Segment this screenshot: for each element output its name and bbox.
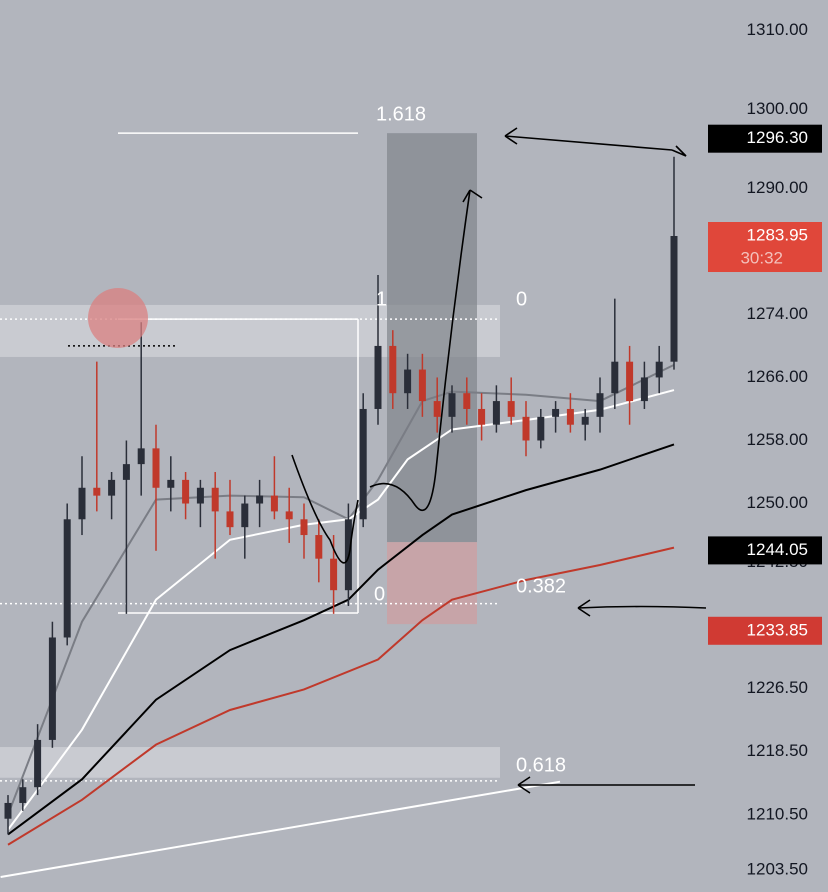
price-tag: [708, 616, 822, 645]
y-tick-label: 1226.50: [747, 678, 808, 697]
position-target: [387, 133, 477, 543]
candle-body: [300, 519, 308, 536]
candle-body: [182, 479, 190, 504]
candle-body: [93, 487, 101, 496]
price-axis: 1310.00 1300.00 1290.00 1274.00 1266.00 1258.…: [708, 20, 822, 878]
price-tag-label: 1244.05: [747, 540, 808, 559]
fib-label: 1: [376, 288, 387, 310]
candle-body: [167, 479, 175, 488]
price-tag-label: 1296.30: [747, 128, 808, 147]
candle-body: [241, 503, 249, 528]
candle-body: [478, 408, 486, 425]
plot: [4, 156, 678, 835]
y-tick-label: 1310.00: [747, 20, 808, 39]
candle-body: [670, 236, 678, 362]
candle-body: [448, 393, 456, 417]
candle-body: [507, 401, 515, 417]
y-tick-label: 1266.00: [747, 367, 808, 386]
candle-body: [596, 393, 604, 417]
candle-body: [492, 401, 500, 425]
candle-body: [626, 361, 634, 402]
candle-body: [552, 408, 560, 417]
arrow: [517, 776, 695, 794]
price-tag: [708, 536, 822, 565]
candle-body: [330, 558, 338, 591]
price-tag-label: 1283.95: [747, 225, 808, 244]
fib-label: 0.382: [516, 575, 566, 597]
price-tag: [708, 222, 822, 273]
candle-body: [404, 369, 412, 394]
moving-average: [7, 546, 675, 846]
candle-body: [34, 739, 42, 788]
trendline: [0, 780, 561, 879]
candle-body: [48, 637, 56, 740]
candle-body: [537, 416, 545, 441]
candle-body: [19, 787, 27, 803]
candle-body: [270, 495, 278, 512]
candle-body: [315, 535, 323, 559]
candle-body: [581, 416, 589, 425]
candle-body: [211, 487, 219, 512]
y-tick-label: 1218.50: [747, 741, 808, 760]
candle-body: [4, 802, 12, 819]
position-stop: [387, 542, 477, 625]
price-tag: [708, 124, 822, 153]
highlight-circle: [88, 288, 148, 348]
candle-body: [226, 511, 234, 528]
y-tick-label: 1300.00: [747, 99, 808, 118]
candle-body: [137, 448, 145, 465]
y-tick-label: 1274.00: [747, 304, 808, 323]
candle-body: [152, 448, 160, 488]
candle-body: [108, 479, 116, 496]
candle-body: [374, 345, 382, 409]
candle-body: [359, 408, 367, 520]
candle-body: [522, 416, 530, 441]
candle-body: [256, 495, 264, 504]
candle-body: [566, 408, 574, 425]
arrow: [577, 599, 707, 617]
arrow-tail: [671, 145, 687, 157]
zone: [0, 747, 500, 778]
countdown: 30:32: [740, 248, 783, 267]
hand-arrows: [291, 127, 707, 794]
fib-label: 0.618: [516, 754, 566, 776]
candle-body: [78, 487, 86, 520]
arrow: [369, 189, 483, 511]
arrow: [504, 127, 673, 151]
y-tick-label: 1258.00: [747, 430, 808, 449]
candle-body: [640, 377, 648, 402]
y-tick-label: 1250.00: [747, 493, 808, 512]
candle-body: [433, 401, 441, 417]
candle-body: [63, 519, 71, 638]
sketch-line: [291, 454, 359, 564]
candle-body: [389, 345, 397, 394]
fib-label: 0: [374, 583, 385, 605]
y-tick-label: 1210.50: [747, 804, 808, 823]
candle-body: [655, 361, 663, 378]
fib-label: 0: [516, 288, 527, 310]
price-tag-label: 1233.85: [747, 620, 808, 639]
moving-average: [7, 443, 675, 836]
y-tick-label: 1290.00: [747, 178, 808, 197]
drawings: [0, 132, 675, 879]
y-tick-label: 1203.50: [747, 859, 808, 878]
candle-body: [418, 369, 426, 402]
candle-body: [611, 361, 619, 394]
fib-label: 1.618: [376, 103, 426, 125]
candle-body: [463, 393, 471, 409]
candle-body: [122, 464, 130, 480]
candle-body: [196, 487, 204, 504]
candle-body: [285, 511, 293, 520]
